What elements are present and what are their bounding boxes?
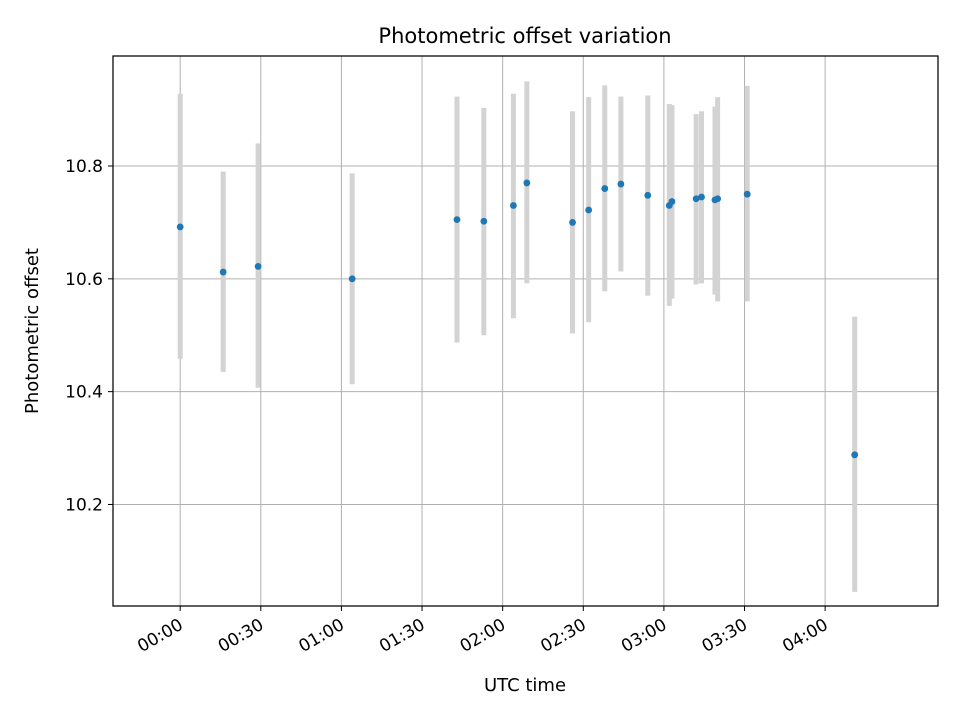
data-point [453,216,461,223]
y-tick-label: 10.4 [65,383,103,403]
data-point [254,263,262,270]
chart-title: Photometric offset variation [378,24,671,48]
data-point [348,275,356,283]
data-point [617,180,625,188]
data-point [851,451,859,459]
data-point [743,190,751,198]
data-point [219,268,227,276]
y-axis-label: Photometric offset [22,248,43,414]
y-tick-label: 10.6 [65,270,103,290]
data-point [569,219,576,226]
data-point [668,198,676,205]
data-point [692,195,700,203]
data-point [176,223,184,231]
data-point [585,206,593,214]
data-point [714,195,722,203]
x-axis-label: UTC time [484,675,566,696]
data-point [523,179,531,187]
data-point [644,191,652,199]
point-layer [176,179,859,459]
y-tick-label: 10.2 [65,495,103,515]
data-point [698,193,705,201]
data-point [510,202,517,209]
axes-frame [112,55,939,607]
data-point [601,185,609,192]
data-point [480,217,488,225]
y-tick-label: 10.8 [65,157,103,177]
